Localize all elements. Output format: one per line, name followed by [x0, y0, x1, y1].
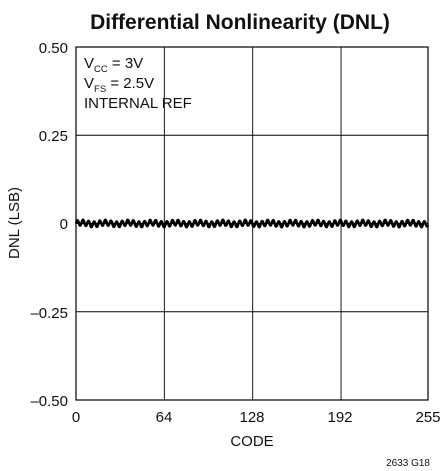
series-line-dnl [74, 218, 430, 229]
x-tick-label: 128 [239, 409, 264, 426]
y-tick-label: 0.50 [39, 40, 68, 57]
y-tick-label: 0 [60, 216, 68, 233]
annotation-ref: INTERNAL REF [84, 95, 192, 112]
annotation-vfs: VFS = 2.5V [84, 75, 154, 95]
y-tick-label: –0.25 [30, 305, 68, 322]
x-axis-label: CODE [230, 433, 273, 450]
x-tick-label: 255 [415, 409, 440, 426]
x-tick-label: 64 [156, 409, 173, 426]
y-tick-label: –0.50 [30, 393, 68, 410]
chart-title: Differential Nonlinearity (DNL) [90, 11, 390, 34]
figure-id: 2633 G18 [386, 458, 430, 469]
y-tick-label: 0.25 [39, 128, 68, 145]
y-tick-labels: 0.50 0.25 0 –0.25 –0.50 [30, 40, 68, 410]
x-tick-label: 192 [327, 409, 352, 426]
annotation-vcc: VCC = 3V [84, 55, 143, 75]
y-axis-label: DNL (LSB) [6, 187, 23, 259]
x-tick-label: 0 [72, 409, 80, 426]
x-tick-labels: 0 64 128 192 255 [72, 409, 441, 426]
conditions-annotation: VCC = 3V VFS = 2.5V INTERNAL REF [84, 55, 192, 112]
